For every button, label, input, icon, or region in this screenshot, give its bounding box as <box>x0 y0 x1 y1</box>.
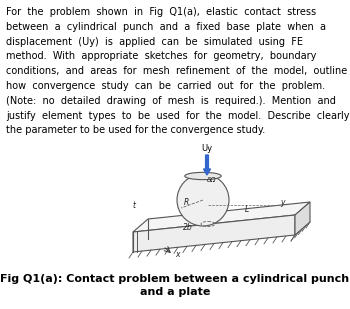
Text: displacement  (Uy)  is  applied  can  be  simulated  using  FE: displacement (Uy) is applied can be simu… <box>6 36 303 47</box>
Text: between  a  cylindrical  punch  and  a  fixed  base  plate  when  a: between a cylindrical punch and a fixed … <box>6 22 326 32</box>
Text: t: t <box>133 201 136 210</box>
Text: (Note:  no  detailed  drawing  of  mesh  is  required.).  Mention  and: (Note: no detailed drawing of mesh is re… <box>6 96 336 106</box>
Text: how  convergence  study  can  be  carried  out  for  the  problem.: how convergence study can be carried out… <box>6 81 325 91</box>
Circle shape <box>177 174 229 226</box>
Text: the parameter to be used for the convergence study.: the parameter to be used for the converg… <box>6 125 265 135</box>
Text: L: L <box>245 205 249 214</box>
Polygon shape <box>133 215 295 252</box>
Text: justify  element  types  to  be  used  for  the  model.  Describe  clearly: justify element types to be used for the… <box>6 111 350 121</box>
Ellipse shape <box>185 172 221 180</box>
Text: and a plate: and a plate <box>140 287 210 297</box>
Polygon shape <box>295 202 310 235</box>
Text: 2b: 2b <box>183 223 193 232</box>
Text: Fig Q1(a): Contact problem between a cylindrical punch: Fig Q1(a): Contact problem between a cyl… <box>0 274 350 284</box>
Text: conditions,  and  areas  for  mesh  refinement  of  the  model,  outline: conditions, and areas for mesh refinemen… <box>6 66 347 76</box>
Text: Uy: Uy <box>202 144 212 153</box>
Text: method.  With  appropriate  sketches  for  geometry,  boundary: method. With appropriate sketches for ge… <box>6 51 316 61</box>
Text: y: y <box>280 198 285 207</box>
Text: δΩ: δΩ <box>207 177 217 183</box>
Text: x: x <box>175 250 180 259</box>
Text: For  the  problem  shown  in  Fig  Q1(a),  elastic  contact  stress: For the problem shown in Fig Q1(a), elas… <box>6 7 316 17</box>
Polygon shape <box>133 202 310 232</box>
Text: R: R <box>184 198 189 207</box>
FancyArrow shape <box>203 155 210 175</box>
